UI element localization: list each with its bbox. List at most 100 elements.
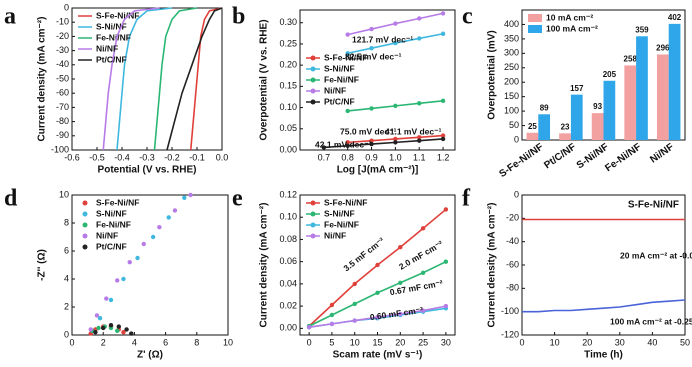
panel-label: c <box>462 4 473 30</box>
point <box>97 316 103 321</box>
y-tick-label: 0.10 <box>279 212 297 222</box>
x-tick-label: 5 <box>329 337 334 347</box>
legend-label: Ni/NF <box>96 230 118 240</box>
point <box>369 26 374 32</box>
legend-label: S-Ni/NF <box>324 208 355 218</box>
x-tick-label: 1.2 <box>437 152 450 162</box>
bar-value-label: 25 <box>528 122 537 131</box>
point <box>104 296 109 301</box>
point <box>306 325 312 330</box>
point <box>321 145 327 150</box>
y-tick-label: 2 <box>64 301 69 311</box>
point <box>345 51 350 56</box>
point <box>172 208 178 213</box>
point <box>375 315 380 320</box>
x-axis-label: Z' (Ω) <box>137 350 163 361</box>
y-tick-label: -120 <box>501 329 519 339</box>
x-tick-label: 20 <box>582 337 592 347</box>
point <box>124 327 129 332</box>
legend-label: Pt/C/NF <box>324 96 355 106</box>
annotation: 75.0 mV dec⁻¹ <box>340 126 397 136</box>
legend-marker <box>310 200 316 206</box>
bar <box>559 133 571 140</box>
point <box>420 226 426 231</box>
x-tick-label: 0.8 <box>341 152 354 162</box>
bar <box>570 94 583 140</box>
legend-swatch <box>528 25 542 33</box>
x-tick-label: -0.6 <box>64 152 80 162</box>
bar <box>526 132 539 140</box>
point <box>108 297 114 303</box>
legend-marker <box>82 211 88 217</box>
bar-value-label: 296 <box>656 44 670 53</box>
x-axis-label: Scam rate (mV s⁻¹) <box>333 350 423 361</box>
x-tick-label: 30 <box>615 337 625 347</box>
y-tick-label: 150 <box>504 91 519 101</box>
annotation: 42.1 mV dec⁻¹ <box>315 139 372 149</box>
x-axis-label: Potential (V vs. RHE) <box>98 165 197 176</box>
legend-label: Pt/C/NF <box>96 54 127 64</box>
point <box>345 108 350 114</box>
bar-value-label: 258 <box>624 55 638 64</box>
point <box>345 143 350 148</box>
panel-label: f <box>462 186 471 212</box>
x-tick-label: S-Fe-Ni/NF <box>497 142 545 180</box>
point <box>420 308 426 313</box>
bar-value-label: 23 <box>561 122 570 131</box>
point <box>417 138 422 143</box>
y-tick-label: 0.05 <box>279 123 297 133</box>
panel-label: b <box>232 4 245 30</box>
legend-marker <box>310 88 316 94</box>
y-tick-label: 0.12 <box>279 189 297 199</box>
annotation: 82.5 mV dec⁻¹ <box>345 51 402 61</box>
y-tick-label: -40 <box>506 236 519 246</box>
bar-value-label: 205 <box>603 70 617 79</box>
series-line <box>166 7 223 151</box>
legend-marker <box>310 222 316 228</box>
plot-frame <box>299 9 456 151</box>
y-tick-label: -90 <box>56 130 69 140</box>
y-tick-label: 0 <box>514 134 519 144</box>
legend-marker <box>310 233 316 239</box>
point <box>420 270 426 275</box>
legend-label: Ni/NF <box>324 85 346 95</box>
x-tick-label: -0.3 <box>139 152 155 162</box>
point <box>135 255 140 261</box>
bar-value-label: 157 <box>570 84 584 93</box>
y-tick-label: 0.15 <box>279 81 297 91</box>
point <box>96 325 101 331</box>
x-tick-label: 0 <box>519 337 524 347</box>
bar <box>636 36 648 140</box>
x-tick-label: 25 <box>418 337 428 347</box>
x-tick-label: Ni/NF <box>648 142 676 166</box>
y-tick-label: 0.30 <box>279 17 297 27</box>
point <box>443 259 449 264</box>
bar-value-label: 93 <box>593 102 602 111</box>
x-tick-label: 40 <box>647 337 657 347</box>
point <box>88 327 93 332</box>
bar <box>624 65 637 140</box>
point <box>440 136 446 142</box>
y-tick-label: -100 <box>501 306 519 316</box>
y-tick-label: 400 <box>504 19 519 29</box>
point <box>375 262 380 268</box>
y-tick-label: 8 <box>64 217 69 227</box>
panel-label: e <box>232 186 243 212</box>
x-tick-label: 0.0 <box>216 152 229 162</box>
y-tick-label: 200 <box>504 77 519 87</box>
y-tick-label: 10 <box>59 189 69 199</box>
point <box>352 318 357 323</box>
x-tick-label: -0.2 <box>164 152 180 162</box>
y-tick-label: 0.20 <box>279 60 297 70</box>
y-tick-label: -20 <box>56 31 69 41</box>
x-tick-label: 0.7 <box>318 152 331 162</box>
x-tick-label: 1.0 <box>389 152 402 162</box>
y-tick-label: -60 <box>56 88 69 98</box>
point <box>369 141 374 147</box>
x-axis-label: Time (h) <box>584 350 623 361</box>
point <box>369 45 374 51</box>
bar-value-label: 359 <box>635 25 649 34</box>
y-tick-label: 350 <box>504 33 519 43</box>
y-axis-label: Current density (mA cm⁻²) <box>37 17 48 142</box>
point <box>369 138 374 143</box>
